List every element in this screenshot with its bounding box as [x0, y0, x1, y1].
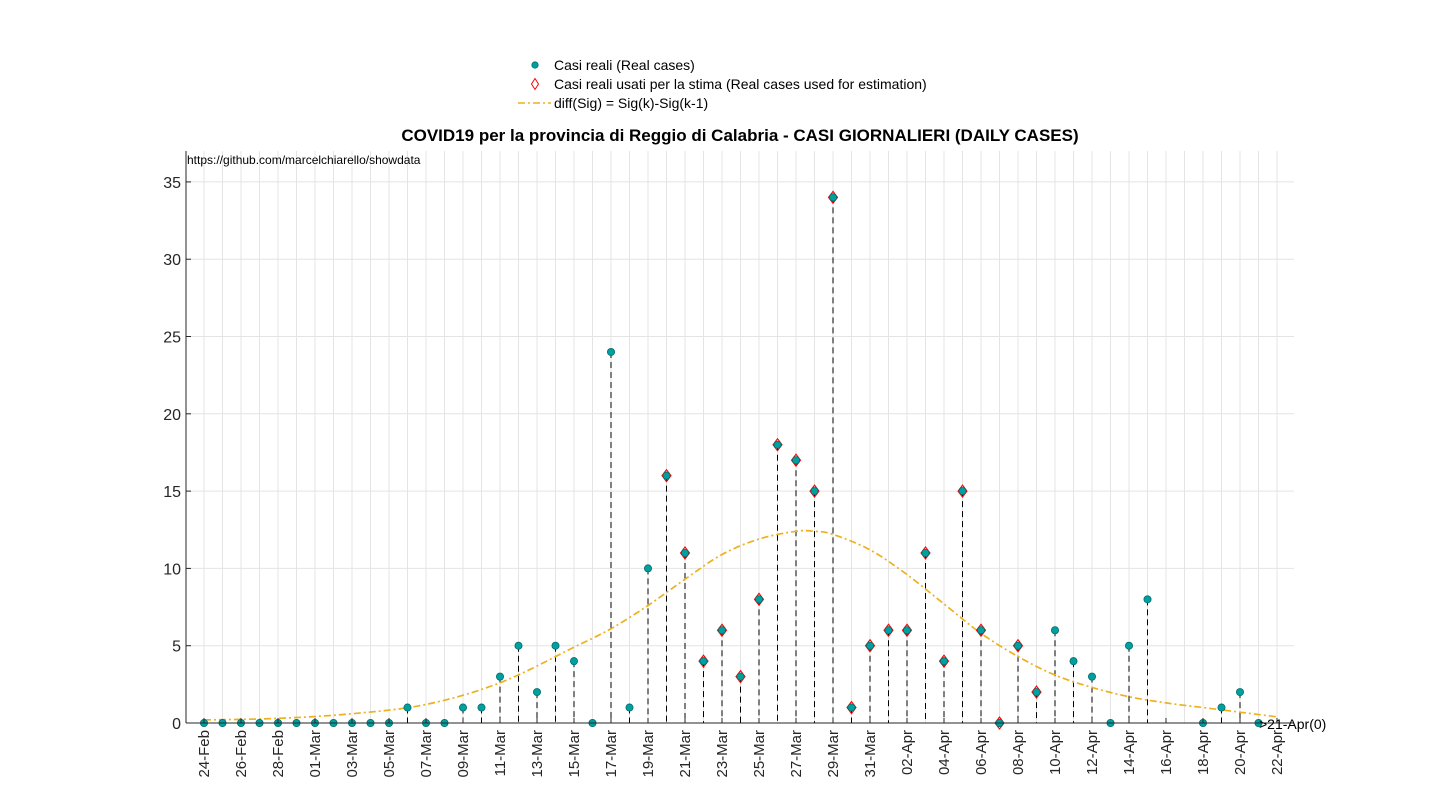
real-case-marker — [1217, 703, 1226, 712]
x-tick-label: 15-Mar — [566, 730, 583, 778]
x-tick-labels: 24-Feb 26-Feb 28-Feb 01-Mar 03-Mar 05-Mar 07-M… — [196, 730, 1286, 778]
real-case-marker — [662, 471, 671, 480]
real-case-marker — [1032, 688, 1041, 697]
real-case-marker — [847, 703, 856, 712]
real-case-marker — [607, 347, 616, 356]
real-case-marker — [644, 564, 653, 573]
legend-fit-label: diff(Sig) = Sig(k)-Sig(k-1) — [554, 95, 708, 111]
x-tick-label: 17-Mar — [603, 730, 620, 778]
x-tick-label: 31-Mar — [862, 730, 879, 778]
x-tick-label: 01-Mar — [307, 730, 324, 778]
real-case-marker — [551, 641, 560, 650]
y-tick-label: 20 — [163, 407, 181, 424]
x-tick-label: 14-Apr — [1121, 730, 1138, 775]
x-tick-label: 11-Mar — [492, 730, 509, 776]
y-tick-label: 30 — [163, 252, 181, 269]
real-case-marker — [921, 548, 930, 557]
real-case-marker — [792, 456, 801, 465]
fit-curve-layer — [203, 529, 1278, 721]
x-tick-label: 10-Apr — [1047, 730, 1064, 775]
real-case-marker — [884, 626, 893, 635]
x-tick-label: 08-Apr — [1010, 730, 1027, 775]
real-case-marker — [1051, 626, 1060, 635]
real-case-marker — [958, 487, 967, 496]
end-annotation: >21-Apr(0) — [1259, 716, 1326, 732]
legend-real-cases-label: Casi reali (Real cases) — [554, 57, 695, 73]
x-tick-label: 02-Apr — [899, 730, 916, 775]
y-tick-label: 35 — [163, 175, 181, 192]
real-case-marker — [477, 703, 486, 712]
real-case-marker — [1125, 641, 1134, 650]
real-case-marker — [495, 672, 504, 681]
x-tick-label: 27-Mar — [788, 730, 805, 778]
real-case-marker — [570, 657, 579, 666]
legend-estimation-marker — [530, 77, 540, 91]
x-tick-label: 22-Apr — [1269, 730, 1286, 775]
x-tick-label: 07-Mar — [418, 730, 435, 778]
x-tick-label: 20-Apr — [1232, 730, 1249, 775]
x-tick-label: 09-Mar — [455, 730, 472, 778]
real-case-marker — [755, 595, 764, 604]
real-case-marker — [1014, 641, 1023, 650]
real-case-marker — [699, 657, 708, 666]
real-case-marker — [681, 548, 690, 557]
real-case-marker — [625, 703, 634, 712]
x-tick-label: 23-Mar — [714, 730, 731, 778]
x-tick-label: 26-Feb — [233, 730, 250, 778]
real-case-marker — [773, 440, 782, 449]
real-case-marker — [1236, 688, 1245, 697]
real-case-marker — [403, 703, 412, 712]
fit-curve — [203, 529, 1278, 721]
real-case-marker — [810, 487, 819, 496]
real-case-marker — [1088, 672, 1097, 681]
y-tick-label: 10 — [163, 561, 181, 578]
x-tick-label: 13-Mar — [529, 730, 546, 778]
y-tick-label: 0 — [172, 716, 181, 733]
axes — [185, 151, 1294, 724]
x-tick-label: 25-Mar — [751, 730, 768, 778]
real-case-marker — [736, 672, 745, 681]
real-case-marker — [533, 688, 542, 697]
x-tick-label: 12-Apr — [1084, 730, 1101, 775]
y-tick-label: 5 — [172, 639, 181, 656]
real-case-marker — [829, 193, 838, 202]
legend-estimation-label: Casi reali usati per la stima (Real case… — [554, 76, 927, 92]
x-tick-label: 03-Mar — [344, 730, 361, 778]
real-case-marker — [718, 626, 727, 635]
legend-real-cases-marker — [531, 61, 539, 69]
x-tick-label: 16-Apr — [1158, 730, 1175, 775]
x-tick-label: 18-Apr — [1195, 730, 1212, 775]
real-case-marker — [1143, 595, 1152, 604]
x-tick-label: 29-Mar — [825, 730, 842, 778]
real-case-marker — [940, 657, 949, 666]
x-tick-label: 28-Feb — [270, 730, 287, 778]
x-tick-label: 24-Feb — [196, 730, 213, 778]
x-tick-label: 06-Apr — [973, 730, 990, 775]
x-tick-label: 05-Mar — [381, 730, 398, 778]
real-case-marker — [866, 641, 875, 650]
real-case-marker — [514, 641, 523, 650]
y-tick-label: 15 — [163, 484, 181, 501]
y-tick-labels: 0 5 10 15 20 25 30 35 — [163, 175, 181, 733]
x-tick-label: 21-Mar — [677, 730, 694, 778]
real-case-marker — [977, 626, 986, 635]
x-tick-label: 19-Mar — [640, 730, 657, 778]
real-case-marker — [903, 626, 912, 635]
y-tick-label: 25 — [163, 330, 181, 347]
real-case-marker — [458, 703, 467, 712]
chart-title: COVID19 per la provincia di Reggio di Ca… — [401, 126, 1078, 145]
real-case-marker — [1069, 657, 1078, 666]
source-url-note: https://github.com/marcelchiarello/showd… — [187, 153, 421, 167]
x-tick-label: 04-Apr — [936, 730, 953, 775]
legend: Casi reali (Real cases) Casi reali usati… — [518, 57, 927, 111]
